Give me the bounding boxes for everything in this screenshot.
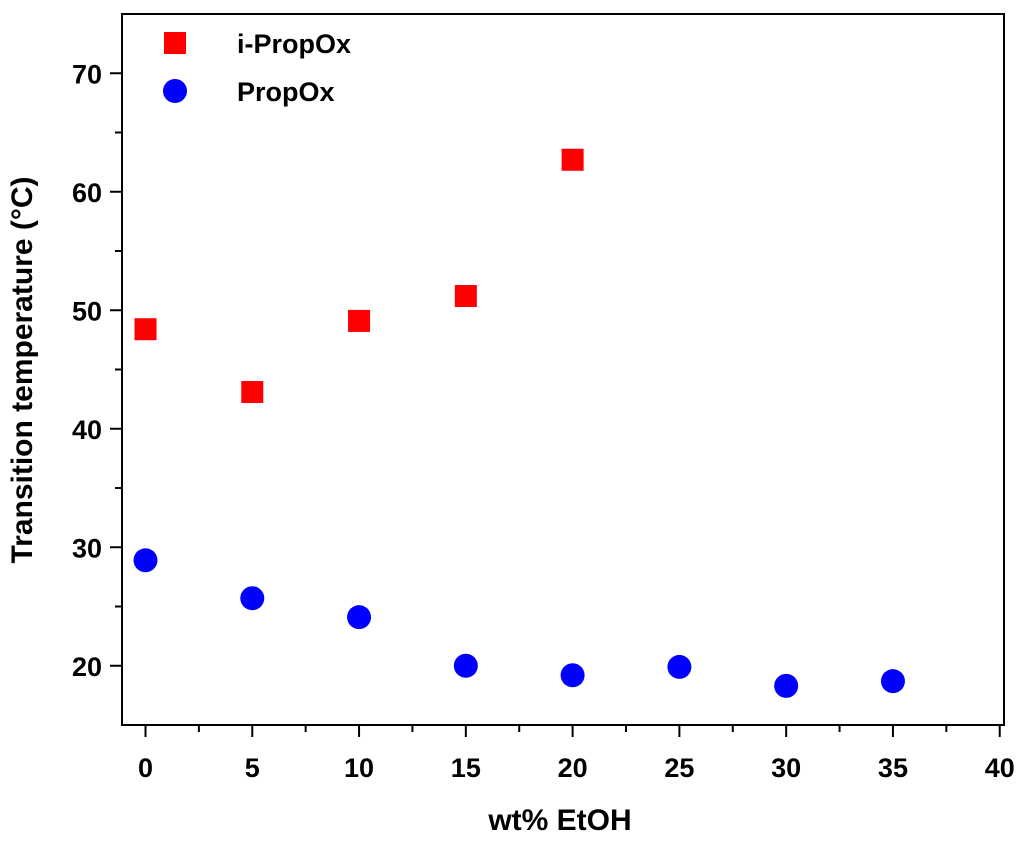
y-tick-label: 70 (72, 59, 102, 89)
legend-marker (164, 32, 186, 54)
marker-square (454, 285, 477, 308)
y-tick-label: 40 (72, 415, 102, 445)
marker-square (348, 309, 371, 332)
legend-label: i-PropOx (237, 29, 351, 59)
x-tick-label: 40 (985, 753, 1015, 783)
marker-circle (453, 653, 478, 678)
marker-circle (347, 605, 372, 630)
plot-frame (121, 13, 1005, 726)
x-tick-label: 25 (664, 753, 694, 783)
x-tick-label: 15 (451, 753, 481, 783)
legend-label: PropOx (237, 77, 335, 107)
marker-circle (560, 663, 585, 688)
y-tick-label: 50 (72, 296, 102, 326)
y-axis-title: Transition temperature (°C) (6, 176, 39, 563)
marker-circle (240, 586, 265, 611)
marker-square (241, 381, 264, 404)
x-tick-label: 5 (245, 753, 260, 783)
x-tick-label: 30 (771, 753, 801, 783)
marker-circle (133, 548, 158, 573)
x-tick-label: 0 (138, 753, 153, 783)
legend-marker (163, 79, 187, 103)
x-tick-label: 35 (878, 753, 908, 783)
x-tick-label: 10 (344, 753, 374, 783)
marker-circle (880, 669, 905, 694)
y-tick-label: 20 (72, 652, 102, 682)
marker-square (561, 148, 584, 171)
marker-circle (774, 673, 799, 698)
y-tick-label: 60 (72, 178, 102, 208)
marker-square (134, 318, 157, 341)
x-tick-label: 20 (558, 753, 588, 783)
x-axis-title: wt% EtOH (487, 804, 631, 837)
marker-circle (667, 654, 692, 679)
y-tick-label: 30 (72, 533, 102, 563)
